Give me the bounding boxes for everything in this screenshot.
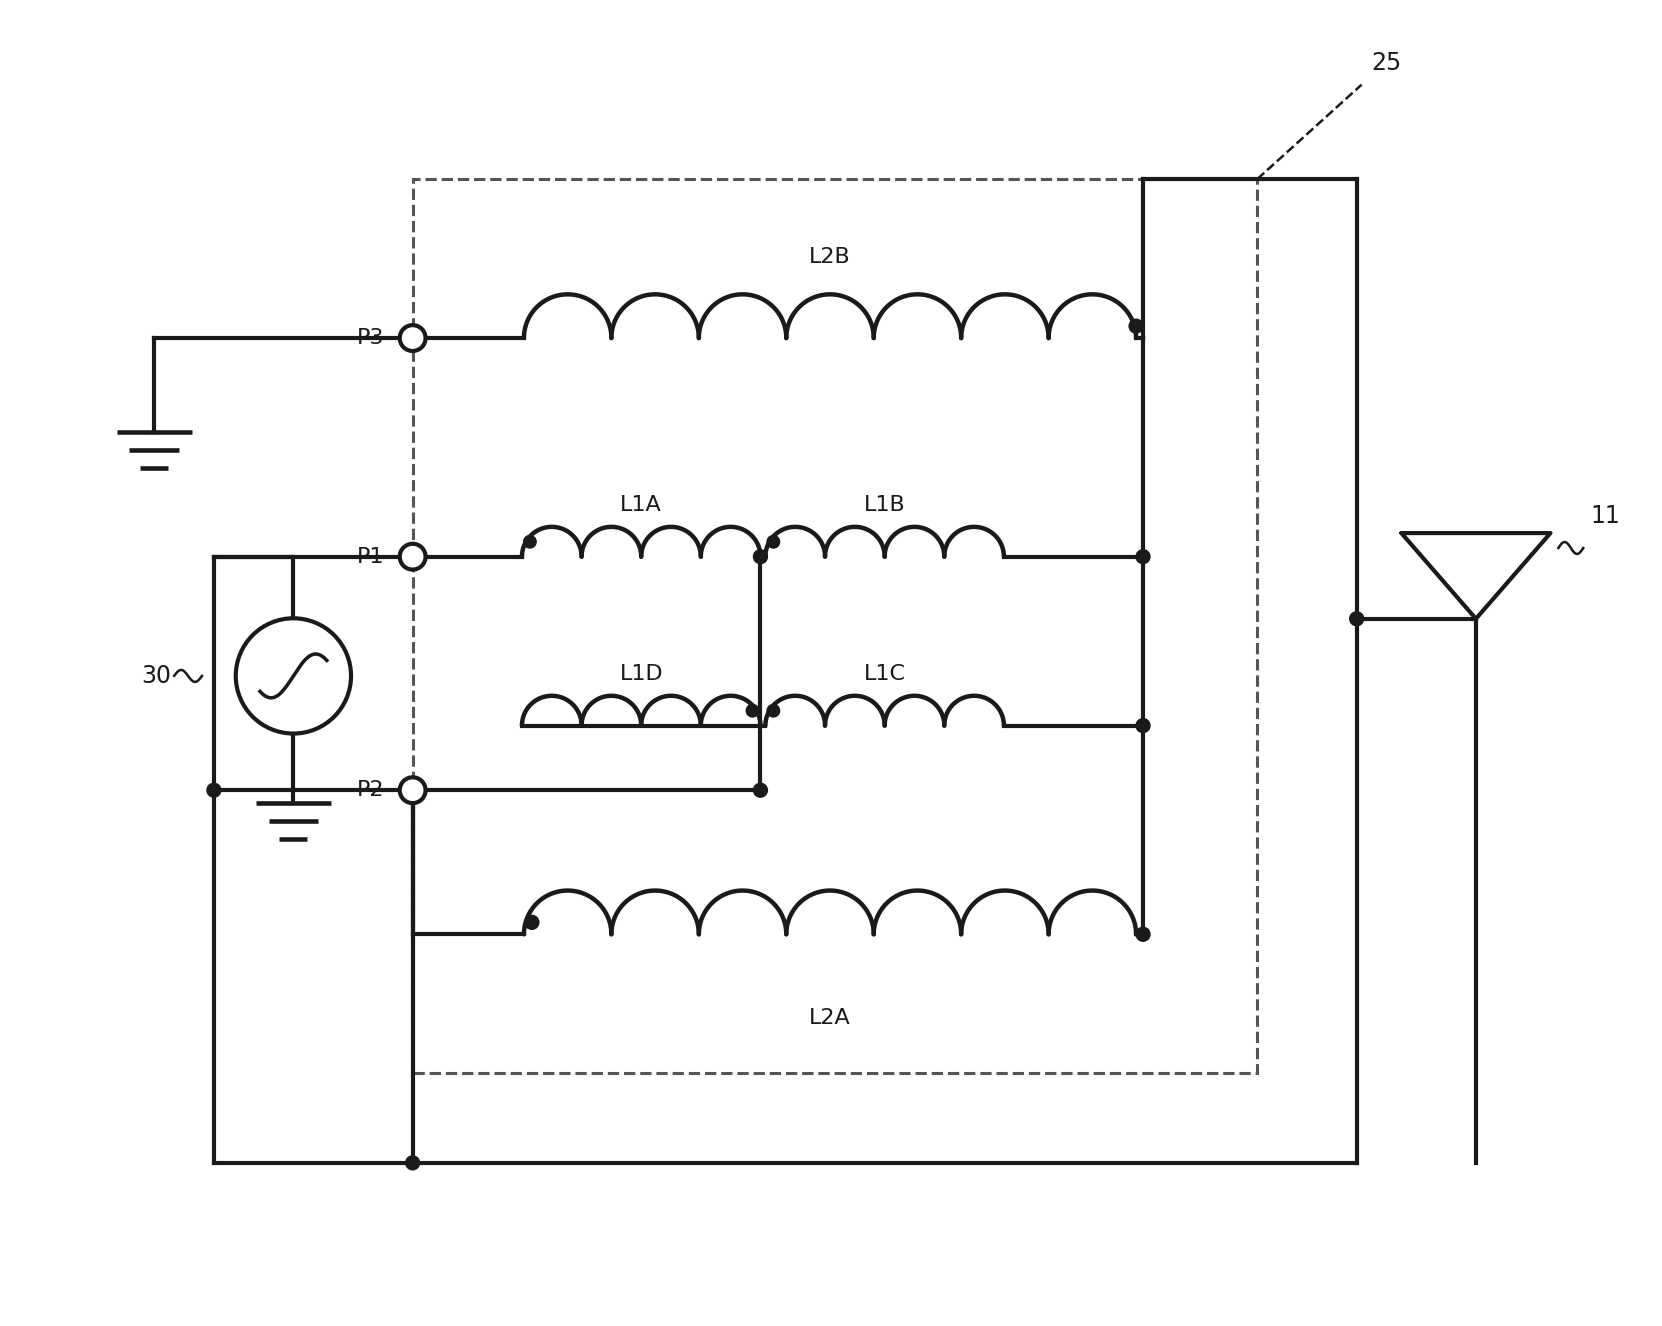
Circle shape bbox=[208, 784, 221, 797]
Circle shape bbox=[401, 777, 425, 804]
Bar bbox=[412, 179, 1258, 1074]
Circle shape bbox=[746, 704, 760, 717]
Circle shape bbox=[524, 536, 537, 548]
Text: L1A: L1A bbox=[620, 495, 661, 514]
Text: P3: P3 bbox=[357, 328, 386, 347]
Text: L2A: L2A bbox=[809, 1008, 851, 1028]
Circle shape bbox=[406, 1156, 419, 1170]
Text: L1D: L1D bbox=[620, 664, 663, 684]
Circle shape bbox=[753, 784, 768, 797]
Circle shape bbox=[753, 550, 768, 564]
Text: 25: 25 bbox=[1371, 50, 1401, 74]
Text: 11: 11 bbox=[1591, 504, 1620, 528]
Text: L1C: L1C bbox=[864, 664, 906, 684]
Text: P1: P1 bbox=[357, 546, 386, 566]
Circle shape bbox=[768, 704, 779, 717]
Circle shape bbox=[236, 618, 351, 733]
Text: L1B: L1B bbox=[864, 495, 906, 514]
Circle shape bbox=[525, 915, 538, 930]
Text: 30: 30 bbox=[141, 664, 171, 688]
Polygon shape bbox=[1401, 533, 1551, 619]
Text: P2: P2 bbox=[357, 780, 386, 800]
Circle shape bbox=[1128, 320, 1143, 333]
Circle shape bbox=[1137, 719, 1150, 732]
Text: L2B: L2B bbox=[809, 247, 851, 267]
Circle shape bbox=[768, 536, 779, 548]
Circle shape bbox=[401, 544, 425, 570]
Circle shape bbox=[1137, 927, 1150, 941]
Circle shape bbox=[401, 325, 425, 351]
Circle shape bbox=[1350, 611, 1363, 626]
Circle shape bbox=[1137, 550, 1150, 564]
